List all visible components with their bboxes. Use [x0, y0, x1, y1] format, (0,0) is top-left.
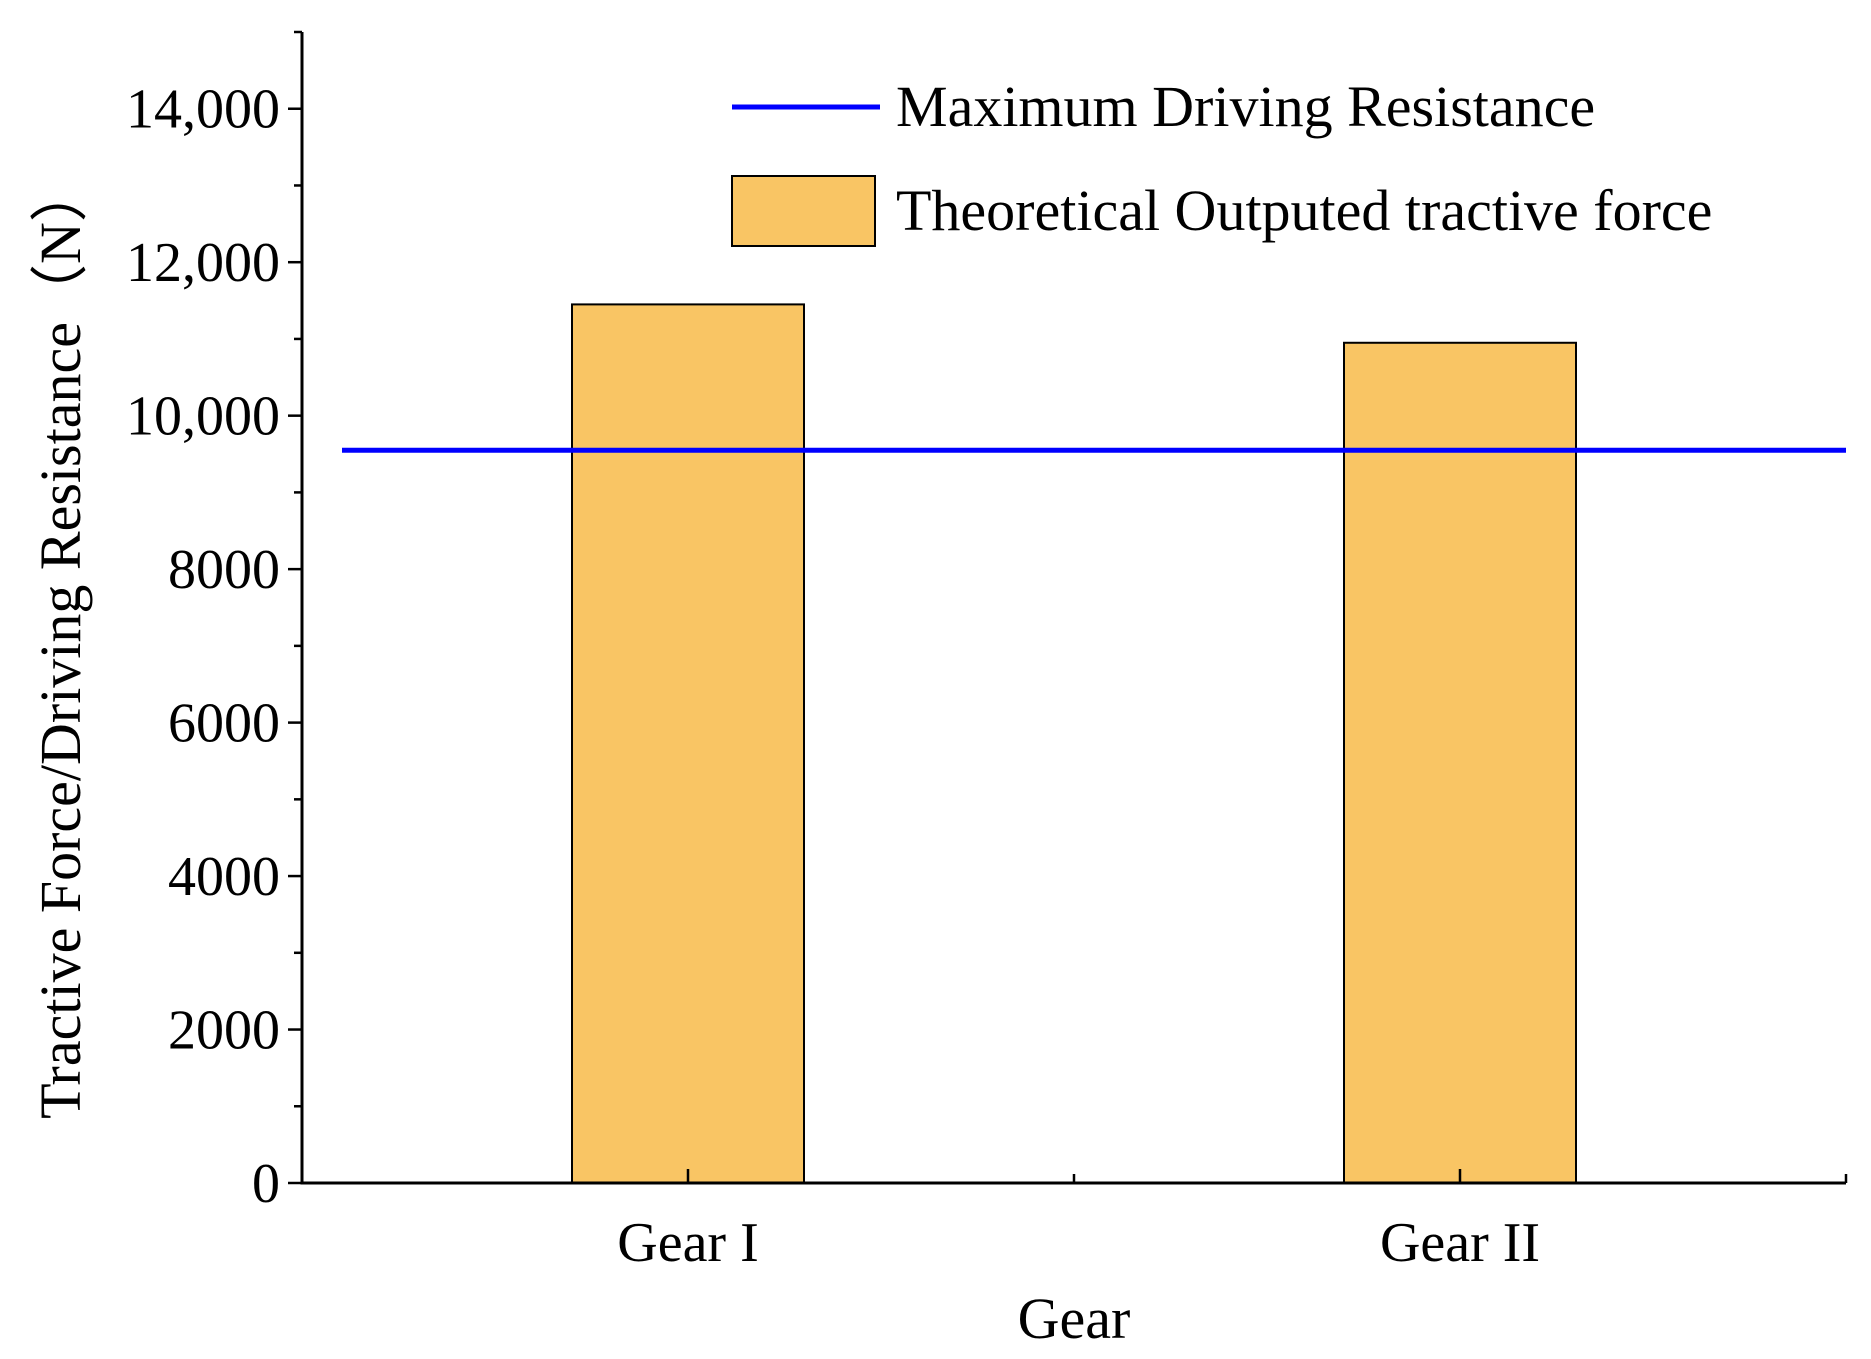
legend-bar-label: Theoretical Outputed tractive force: [896, 178, 1712, 243]
y-tick-label: 0: [252, 1153, 280, 1215]
legend-line-label: Maximum Driving Resistance: [896, 74, 1595, 139]
y-tick-label: 4000: [168, 846, 280, 908]
x-tick-label: Gear II: [1380, 1212, 1540, 1274]
x-tick-label: Gear I: [617, 1212, 758, 1274]
y-ticks: 0 2000 4000 6000 8000 10,000 12,000 14,000: [126, 30, 302, 1215]
y-tick-label: 10,000: [126, 386, 280, 448]
y-axis-title: Tractive Force/Driving Resistance（N）: [28, 164, 93, 1119]
legend: Maximum Driving Resistance Theoretical O…: [731, 74, 1712, 247]
y-tick-label: 2000: [168, 1000, 280, 1062]
y-tick-label: 6000: [168, 693, 280, 755]
y-tick-label: 12,000: [126, 232, 280, 294]
legend-bar-swatch: [731, 175, 876, 247]
x-ticks: Gear I Gear II: [617, 1169, 1848, 1274]
y-tick-label: 14,000: [126, 79, 280, 141]
bar-gear-ii: [1343, 341, 1577, 1184]
bar-gear-i: [571, 303, 805, 1184]
y-tick-label: 8000: [168, 539, 280, 601]
x-axis-title: Gear: [1018, 1286, 1131, 1351]
bars-layer: [571, 303, 1577, 1184]
